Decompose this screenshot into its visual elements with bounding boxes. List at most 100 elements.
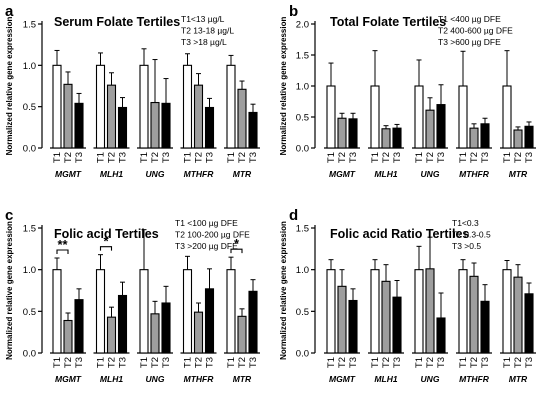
bar-t3 xyxy=(524,293,534,354)
x-tick-label: T1 xyxy=(139,152,150,163)
legend-entry: T1 <400 µg DFE xyxy=(438,14,501,24)
x-tick-label: T2 xyxy=(237,152,248,163)
y-tick-label: 0.5 xyxy=(23,307,36,318)
gene-label: MLH1 xyxy=(374,169,397,179)
x-tick-label: T3 xyxy=(161,357,172,368)
legend-entry: T2 13-18 µg/L xyxy=(181,26,234,36)
bar-t2 xyxy=(106,316,117,354)
bar-t3 xyxy=(524,125,534,149)
y-tick-label: 0.0 xyxy=(296,144,309,155)
x-tick-label: T2 xyxy=(194,152,205,163)
bar-t1 xyxy=(414,269,424,354)
y-tick-label: 0.5 xyxy=(23,102,36,113)
gene-label: UNG xyxy=(421,374,440,384)
x-tick-label: T1 xyxy=(370,357,381,368)
legend-entry: T1 <100 µg DFE xyxy=(175,218,238,228)
x-tick-label: T3 xyxy=(205,152,216,163)
y-tick-label: 0.5 xyxy=(296,307,309,318)
x-tick-label: T1 xyxy=(52,357,63,368)
x-tick-label: T1 xyxy=(326,152,337,163)
significance-marker: ** xyxy=(57,237,68,252)
gene-label: MTR xyxy=(233,169,252,179)
gene-label: MLH1 xyxy=(374,374,397,384)
y-tick-label: 1.0 xyxy=(296,82,309,93)
x-tick-label: T3 xyxy=(392,152,403,163)
x-tick-label: T1 xyxy=(139,357,150,368)
x-tick-label: T1 xyxy=(183,152,194,163)
panel-a: a Serum Folate Tertiles T1<13 µg/L T2 13-18… xyxy=(5,3,260,179)
legend-entry: T3 >600 µg DFE xyxy=(438,37,501,47)
bar-t2 xyxy=(150,313,160,354)
bar-t2 xyxy=(513,276,523,354)
bar-t3 xyxy=(117,294,128,354)
bar-t3 xyxy=(348,299,358,354)
x-tick-label: T2 xyxy=(425,152,436,163)
y-axis-label: Normalized relative gene expression xyxy=(5,17,14,156)
x-tick-label: T2 xyxy=(381,357,392,368)
bar-t2 xyxy=(381,280,391,354)
bar-t1 xyxy=(502,269,512,354)
x-tick-label: T2 xyxy=(425,357,436,368)
x-tick-label: T2 xyxy=(150,357,161,368)
bar-t2 xyxy=(193,84,204,149)
bar-t2 xyxy=(425,109,435,149)
panel-label: c xyxy=(5,207,13,224)
bar-t2 xyxy=(469,275,479,354)
x-tick-label: T1 xyxy=(52,152,63,163)
gene-label: MGMT xyxy=(329,169,356,179)
significance-bracket xyxy=(56,249,69,254)
x-tick-label: T3 xyxy=(436,357,447,368)
bar-t3 xyxy=(480,300,490,354)
panel-c: c Folic acid Tertiles T1 <100 µg DFE T2 100… xyxy=(5,207,260,384)
x-tick-label: T2 xyxy=(63,357,74,368)
legend-entry: T2 0.3-0.5 xyxy=(452,230,491,240)
legend-entry: T3 >18 µg/L xyxy=(181,37,227,47)
bar-t3 xyxy=(161,102,171,149)
gene-label: MTR xyxy=(509,169,528,179)
y-axis-label: Normalized relative gene expression xyxy=(5,221,14,360)
bar-t1 xyxy=(326,269,336,354)
bar-t3 xyxy=(74,102,84,149)
bar-t3 xyxy=(117,106,128,149)
x-tick-label: T1 xyxy=(226,152,237,163)
x-tick-label: T3 xyxy=(248,357,259,368)
bar-t1 xyxy=(139,269,149,354)
x-tick-label: T3 xyxy=(118,152,129,163)
x-tick-label: T1 xyxy=(414,152,425,163)
gene-label: UNG xyxy=(421,169,440,179)
gene-label: MTHFR xyxy=(459,374,490,384)
bar-t3 xyxy=(204,288,215,354)
bar-t2 xyxy=(337,285,347,354)
x-tick-label: T2 xyxy=(237,357,248,368)
bar-t2 xyxy=(150,101,160,149)
x-tick-label: T3 xyxy=(392,357,403,368)
x-tick-label: T2 xyxy=(107,152,118,163)
bar-t3 xyxy=(74,299,84,354)
bar-t1 xyxy=(52,64,62,149)
x-tick-label: T1 xyxy=(502,152,513,163)
x-tick-label: T2 xyxy=(513,152,524,163)
panel-label: a xyxy=(5,3,14,20)
x-tick-label: T1 xyxy=(226,357,237,368)
bar-t3 xyxy=(392,127,402,149)
x-tick-label: T2 xyxy=(469,152,480,163)
bar-t1 xyxy=(95,64,106,149)
bar-t1 xyxy=(226,269,236,354)
bar-t2 xyxy=(381,128,391,149)
x-tick-label: T2 xyxy=(150,152,161,163)
bar-t3 xyxy=(480,123,490,149)
y-tick-label: 1.5 xyxy=(23,224,36,235)
x-tick-label: T3 xyxy=(74,357,85,368)
y-tick-label: 0.0 xyxy=(23,349,36,360)
x-tick-label: T1 xyxy=(458,152,469,163)
bar-t1 xyxy=(370,85,380,149)
x-tick-label: T3 xyxy=(248,152,259,163)
gene-label: MTR xyxy=(509,374,528,384)
bar-t1 xyxy=(52,269,62,354)
y-tick-label: 0.0 xyxy=(296,349,309,360)
x-tick-label: T1 xyxy=(96,357,107,368)
x-tick-label: T2 xyxy=(107,357,118,368)
significance-bracket xyxy=(99,246,113,251)
